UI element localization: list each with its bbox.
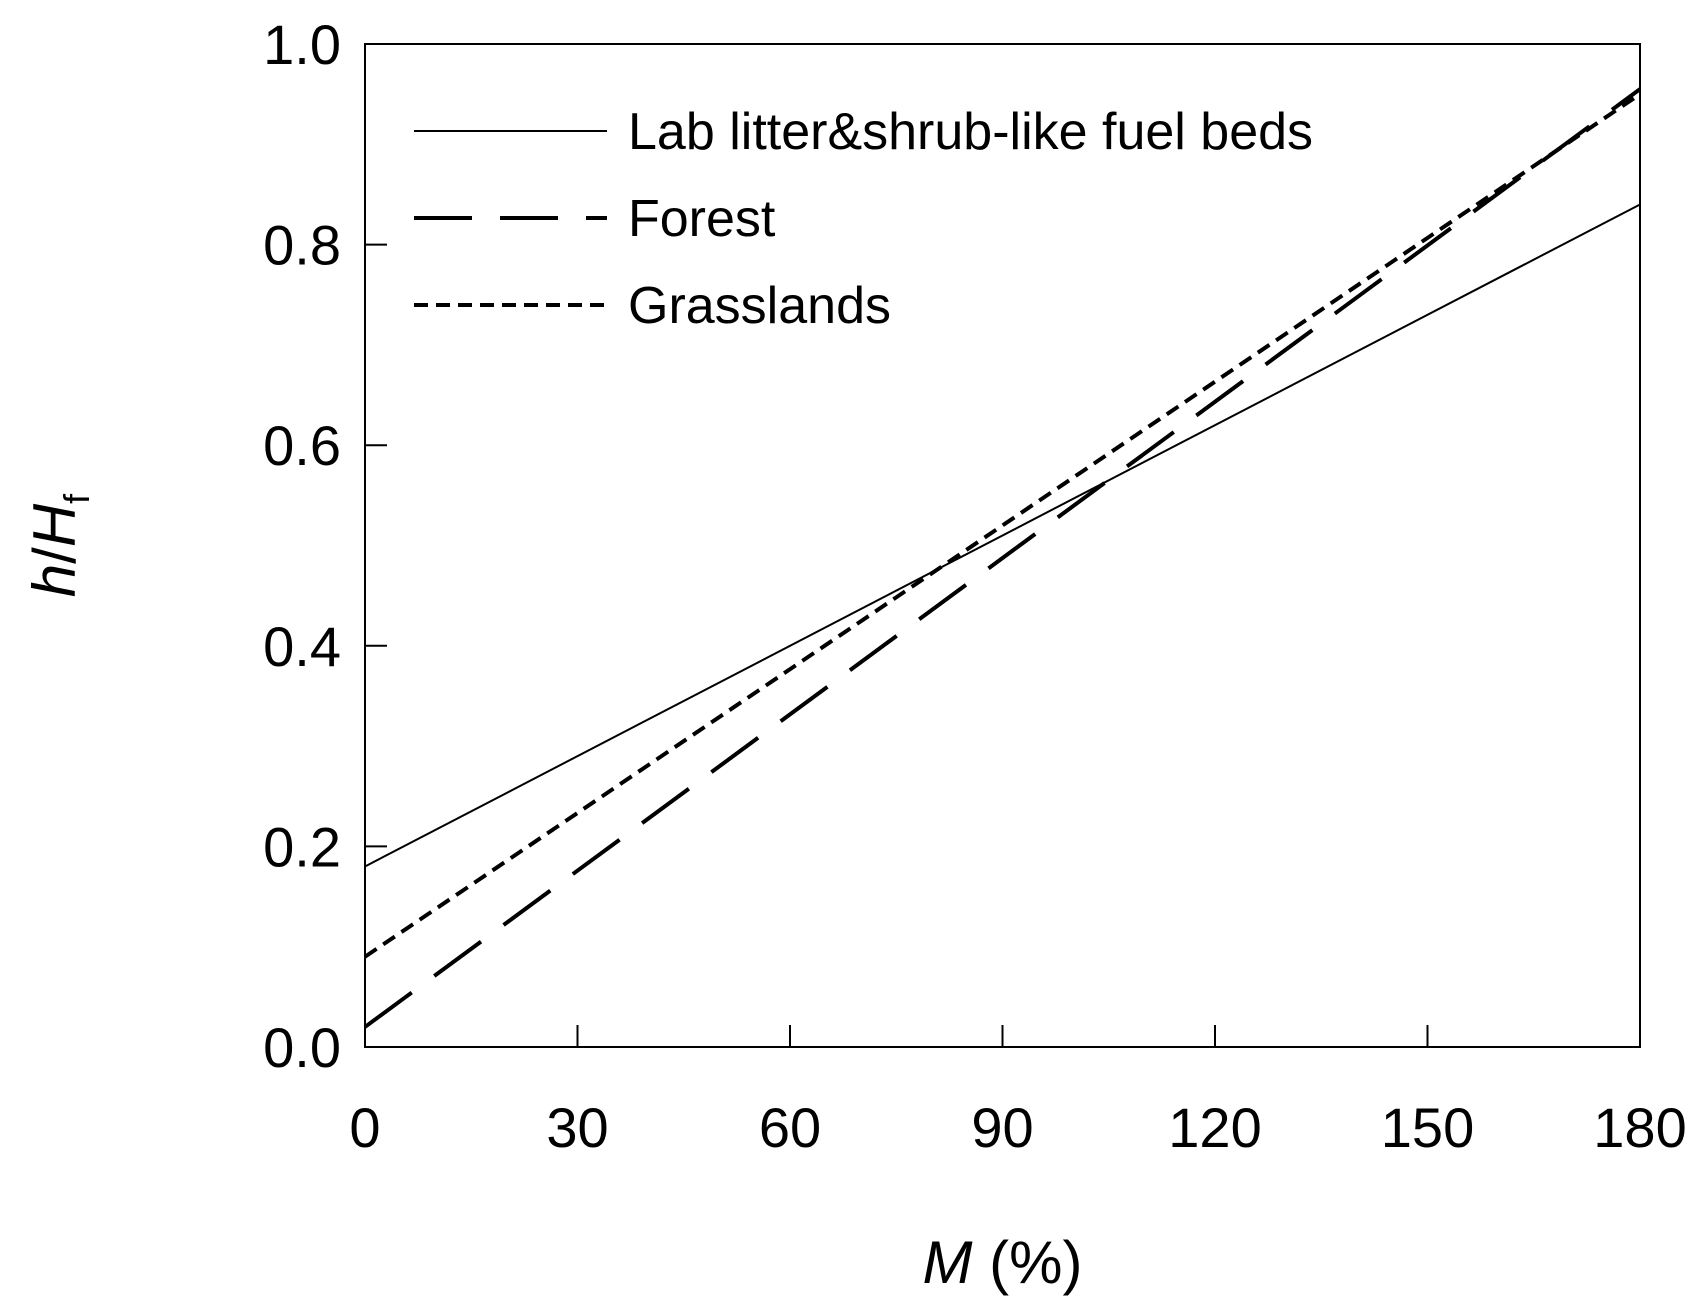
x-tick-label: 120 xyxy=(1168,1096,1261,1159)
legend-label-3: Grasslands xyxy=(628,277,891,335)
x-axis-title-unit: (%) xyxy=(973,1229,1083,1296)
y-tick-label: 1.0 xyxy=(263,13,341,76)
y-tick-label: 0.4 xyxy=(263,615,341,678)
y-axis-title-subscript: f xyxy=(56,493,97,504)
plot-lines xyxy=(363,87,1642,1029)
y-axis-title-slash: / xyxy=(21,547,88,564)
y-tick-label: 0.6 xyxy=(263,414,341,477)
series-line-3 xyxy=(363,92,1642,959)
series-line-2 xyxy=(363,87,1642,1029)
legend: Lab litter&shrub-like fuel beds Forest Gra… xyxy=(414,103,1313,335)
y-tick-label: 0.0 xyxy=(263,1016,341,1079)
y-axis-title-h: h xyxy=(21,564,88,597)
x-tick-label: 90 xyxy=(971,1096,1033,1159)
y-axis-title-H: H xyxy=(21,503,88,547)
x-tick-label: 150 xyxy=(1381,1096,1474,1159)
x-axis-title-variable: M xyxy=(923,1229,973,1296)
y-tick-label: 0.2 xyxy=(263,815,341,878)
x-tick-label: 180 xyxy=(1593,1096,1686,1159)
x-tick-label: 60 xyxy=(759,1096,821,1159)
legend-label-2: Forest xyxy=(628,190,776,248)
x-axis-ticks: 0 30 60 90 120 150 180 xyxy=(349,1025,1687,1159)
y-axis-ticks: 0.0 0.2 0.4 0.6 0.8 1.0 xyxy=(263,13,387,1079)
x-tick-label: 0 xyxy=(349,1096,380,1159)
y-axis-title: h/Hf xyxy=(21,493,97,597)
x-tick-label: 30 xyxy=(546,1096,608,1159)
legend-label-1: Lab litter&shrub-like fuel beds xyxy=(628,103,1313,161)
x-axis-title: M (%) xyxy=(923,1229,1083,1296)
y-tick-label: 0.8 xyxy=(263,214,341,277)
series-line-1 xyxy=(364,203,1641,868)
plot-frame xyxy=(364,43,1641,1048)
